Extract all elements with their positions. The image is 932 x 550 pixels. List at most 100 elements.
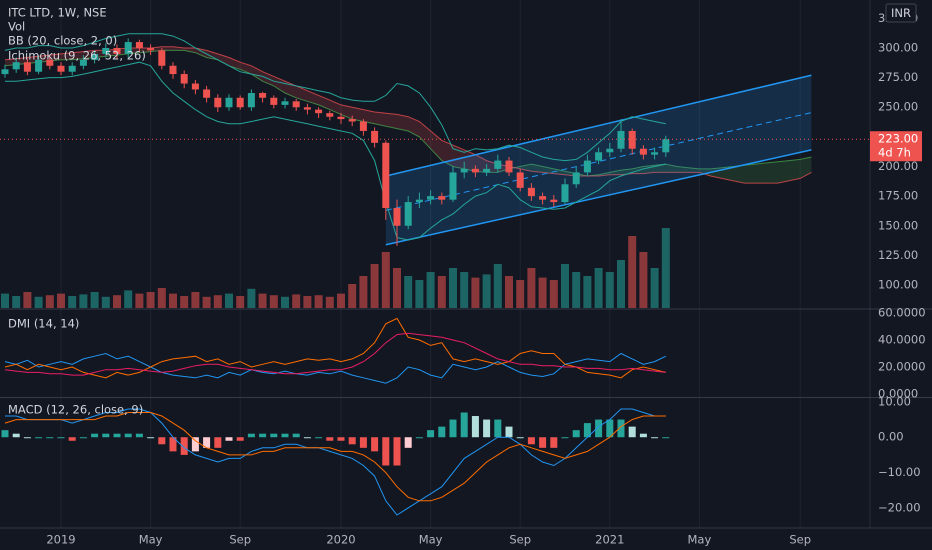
cloud: [363, 109, 375, 124]
candle-body: [191, 83, 199, 90]
histogram-bar: [46, 437, 54, 439]
histogram-bar: [326, 437, 334, 441]
volume-bar: [527, 268, 536, 308]
cloud: [329, 100, 341, 115]
countdown: 4d 7h: [878, 146, 911, 160]
candle-body: [135, 42, 143, 48]
histogram-bar: [281, 433, 289, 438]
volume-bar: [146, 292, 155, 308]
cloud: [173, 46, 185, 51]
currency-box[interactable]: [885, 3, 917, 23]
indicator-label: BB (20, close, 2, 0): [8, 34, 117, 48]
histogram-bar: [158, 437, 166, 445]
candle-body: [393, 207, 401, 226]
histogram-bar: [303, 437, 311, 439]
volume-bar: [303, 296, 312, 308]
volume-bar: [572, 272, 581, 308]
plot: [0, 33, 870, 516]
volume-bar: [460, 272, 469, 308]
volume-bar: [113, 295, 121, 308]
histogram-bar: [371, 437, 379, 452]
volume-bar: [538, 277, 547, 308]
candle-body: [527, 187, 535, 197]
channel-mid: [385, 112, 812, 211]
histogram-bar: [651, 437, 659, 439]
bb-lower: [5, 61, 666, 241]
volume-bar: [213, 295, 222, 308]
histogram-bar: [628, 426, 636, 438]
candle-body: [337, 116, 345, 120]
candle-body: [583, 160, 591, 173]
cloud: [374, 111, 386, 127]
y-tick-label: 275.00: [878, 70, 918, 84]
candle-body: [35, 59, 43, 72]
y-tick-label: 200.00: [878, 159, 918, 173]
currency[interactable]: INR: [891, 6, 911, 20]
cloud: [789, 159, 801, 181]
volume-bar: [68, 296, 77, 308]
cloud: [755, 162, 767, 184]
histogram-bar: [404, 437, 412, 448]
volume-bar: [583, 276, 592, 308]
histogram-bar: [516, 437, 524, 439]
histogram-bar: [606, 419, 614, 438]
volume-bar: [314, 295, 323, 308]
candle-body: [595, 152, 603, 161]
volume-bar: [269, 295, 278, 308]
candle-body: [359, 121, 367, 131]
histogram-bar: [471, 416, 479, 438]
histogram-bar: [236, 437, 244, 441]
volume-bar: [370, 264, 379, 308]
volume-bar: [639, 252, 648, 308]
candle-body: [505, 160, 513, 173]
candle-body: [415, 199, 423, 203]
candle-body: [91, 53, 99, 60]
volume-bar: [12, 296, 21, 308]
volume-bar: [415, 280, 424, 308]
cloud: [341, 104, 353, 120]
candle-body: [628, 130, 636, 149]
indicator-label: MACD (12, 26, close, 9): [8, 403, 143, 417]
histogram-bar: [292, 433, 300, 438]
cloud: [161, 46, 173, 51]
cloud: [352, 107, 364, 122]
candle-body: [68, 65, 76, 72]
candle-body: [23, 62, 31, 72]
volume-bar: [236, 296, 245, 308]
cloud: [385, 113, 397, 129]
cloud: [733, 165, 745, 184]
histogram-bar: [393, 437, 401, 466]
volume-bar: [281, 296, 289, 308]
cloud: [273, 76, 285, 94]
indicator-label: Vol: [8, 20, 25, 34]
volume-bar: [449, 268, 457, 308]
x-tick-label: May: [139, 533, 163, 547]
y-tick-label: 175.00: [878, 189, 918, 203]
bb-upper: [4, 33, 666, 162]
histogram-bar: [91, 433, 99, 438]
histogram-bar: [247, 433, 255, 438]
volume-bar: [617, 260, 625, 308]
legend: ITC LTD, 1W, NSE Vol BB (20, close, 2, 0…: [8, 3, 917, 417]
volume-bar: [124, 290, 133, 308]
volume-bar: [605, 272, 614, 308]
cloud: [777, 160, 789, 184]
histogram-bar: [270, 433, 278, 438]
candle-body: [57, 65, 65, 72]
volume-bar: [393, 268, 401, 308]
last-price-box: [870, 131, 922, 162]
histogram-bar: [483, 419, 491, 438]
volume-bar: [34, 296, 43, 308]
cloud: [553, 168, 565, 175]
histogram-bar: [337, 437, 345, 441]
volume-bar: [505, 276, 513, 308]
dmi-line: [4, 317, 666, 379]
candle-body: [326, 113, 334, 117]
histogram-bar: [617, 419, 625, 438]
candle-body: [662, 139, 670, 153]
cloud: [800, 157, 812, 179]
histogram-bar: [427, 430, 435, 438]
candle-body: [348, 119, 356, 122]
dmi-line: [4, 352, 667, 384]
